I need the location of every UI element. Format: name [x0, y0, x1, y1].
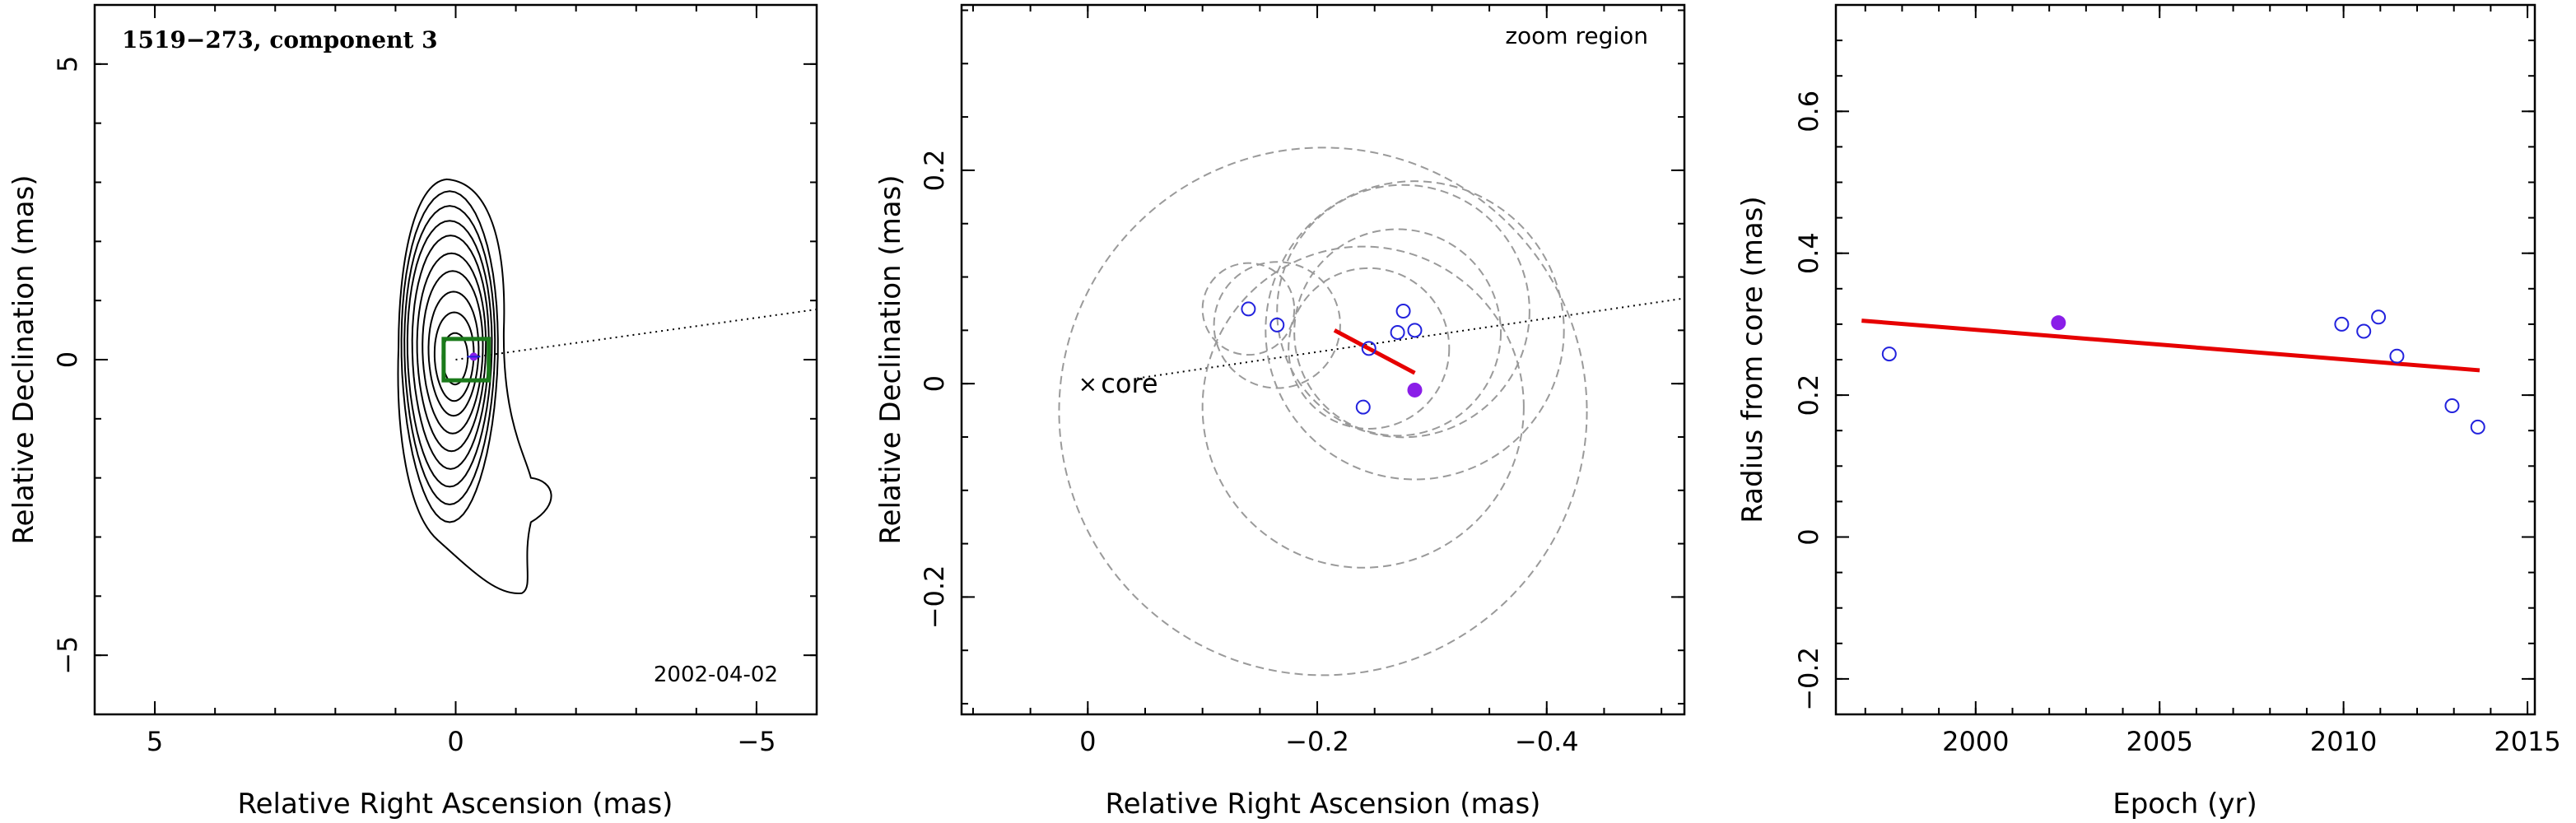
- data-point-open: [2371, 309, 2387, 325]
- x-tick-label: 2010: [2310, 726, 2377, 757]
- x-tick-label: 2015: [2494, 726, 2560, 757]
- contour-line: [433, 311, 475, 402]
- data-point-filled: [1407, 382, 1423, 398]
- contour-line: [403, 205, 496, 506]
- y-tick-label: 0: [52, 351, 83, 368]
- contour-line: [400, 190, 499, 523]
- x-tick-label: −0.4: [1515, 726, 1579, 757]
- y-tick-label: −0.2: [919, 565, 950, 630]
- map-title: 1519−273, component 3: [122, 26, 438, 53]
- data-point-open: [1881, 346, 1897, 362]
- y-tick-label: 0: [1793, 528, 1824, 545]
- uncertainty-circle: [1201, 245, 1525, 569]
- x-tick-label: 5: [147, 726, 163, 757]
- y-tick-label: −5: [52, 636, 83, 675]
- uncertainty-circle: [1201, 262, 1296, 356]
- radius-x-axis-label: Epoch (yr): [2113, 788, 2257, 821]
- uncertainty-circle: [1265, 180, 1565, 481]
- data-point-open: [1361, 341, 1377, 356]
- uncertainty-circle: [1276, 184, 1530, 439]
- data-point-open: [1241, 301, 1256, 317]
- zoom-axes-frame: [960, 3, 1686, 716]
- zoom-region-box: [441, 337, 491, 383]
- core-marker: ×: [1078, 370, 1097, 398]
- core-label: core: [1101, 368, 1158, 399]
- x-tick-label: −5: [737, 726, 776, 757]
- data-point-open: [1355, 399, 1371, 415]
- map-contours: [397, 178, 552, 594]
- map-plot-elements: [441, 308, 818, 383]
- y-tick-label: 0.2: [919, 149, 950, 191]
- zoom-y-axis-label: Relative Declination (mas): [874, 174, 907, 544]
- position-angle-line: [1137, 297, 1685, 379]
- contour-line: [411, 235, 490, 470]
- contour-line: [427, 291, 480, 417]
- x-tick-label: 2005: [2126, 726, 2193, 757]
- x-tick-label: −0.2: [1285, 726, 1349, 757]
- zoom-ticks: 0 −0.2 −0.4 −0.2 0 0.2: [919, 5, 1684, 757]
- radius-axes-frame: [1834, 3, 2536, 716]
- data-point-open: [2470, 419, 2485, 435]
- panel-map: 5 0 −5 −5 0 5 1519−273, component 3 2002-04-0…: [7, 3, 818, 821]
- map-ticks: 5 0 −5 −5 0 5: [52, 4, 818, 757]
- position-angle-line: [455, 308, 818, 360]
- panel-zoom: × core 0 −0.2 −0.4 −0.2 0 0.2 zoom region Rela…: [874, 3, 1686, 821]
- contour-line: [422, 270, 484, 435]
- contour-line: [397, 178, 552, 594]
- y-tick-label: −0.2: [1793, 647, 1824, 711]
- x-tick-label: 0: [1079, 726, 1096, 757]
- zoom-title: zoom region: [1505, 22, 1648, 49]
- data-point-open: [2356, 323, 2372, 339]
- data-point-filled: [2051, 315, 2066, 331]
- data-point-open: [1269, 317, 1285, 332]
- radius-ticks: 2000 2005 2010 2015 −0.2 0 0.2 0.4 0.6: [1793, 5, 2561, 757]
- data-point-open: [1390, 324, 1405, 340]
- radius-y-axis-label: Radius from core (mas): [1736, 196, 1769, 523]
- y-tick-label: 0.4: [1793, 232, 1824, 274]
- y-tick-label: 0.2: [1793, 374, 1824, 416]
- contour-line: [406, 220, 493, 488]
- uncertainty-circle: [1058, 146, 1588, 677]
- zoom-plot-elements: × core: [1058, 146, 1685, 677]
- uncertainty-circle: [1293, 228, 1502, 437]
- radius-plot-elements: [1861, 309, 2485, 435]
- y-tick-label: 0.6: [1793, 91, 1824, 133]
- y-tick-label: 5: [52, 56, 83, 72]
- panel-radius: 2000 2005 2010 2015 −0.2 0 0.2 0.4 0.6 Epoch (yr…: [1736, 3, 2561, 821]
- y-tick-label: 0: [919, 375, 950, 392]
- contour-line: [416, 252, 487, 453]
- data-point-open: [2334, 316, 2350, 332]
- map-y-axis-label: Relative Declination (mas): [7, 174, 40, 544]
- map-date-label: 2002-04-02: [654, 663, 778, 687]
- data-point-open: [2444, 398, 2460, 414]
- zoom-x-axis-label: Relative Right Ascension (mas): [1106, 788, 1541, 821]
- uncertainty-circle: [1288, 267, 1451, 430]
- data-point-open: [2389, 348, 2405, 364]
- x-tick-label: 2000: [1942, 726, 2009, 757]
- x-tick-label: 0: [447, 726, 463, 757]
- fit-line: [1861, 319, 2481, 373]
- data-point-open: [1407, 323, 1423, 338]
- map-x-axis-label: Relative Right Ascension (mas): [238, 788, 673, 821]
- data-point-open: [1395, 304, 1411, 319]
